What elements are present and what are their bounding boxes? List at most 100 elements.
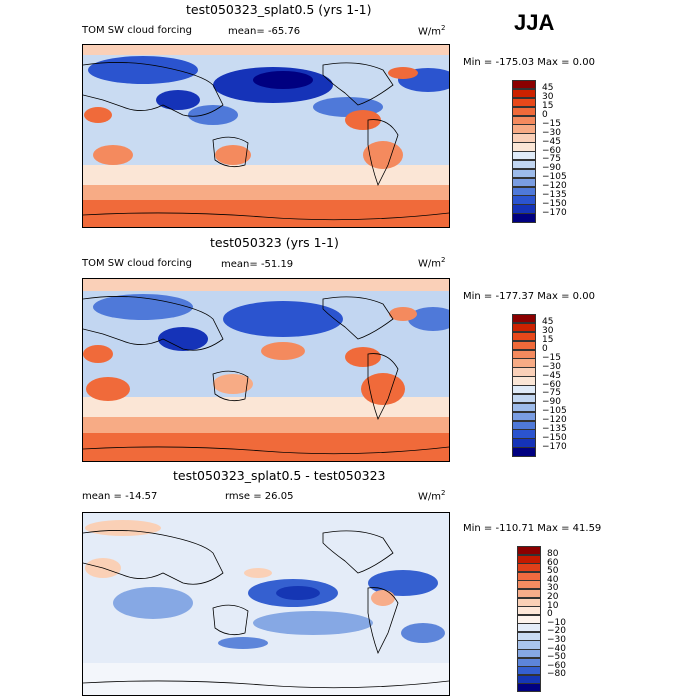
panel1-colorbar-swatch xyxy=(512,115,536,125)
panel2-australia-coast xyxy=(212,370,249,402)
panel1-australia-coast xyxy=(212,136,249,168)
panel2-colorbar-label: −150 xyxy=(542,432,567,443)
panel2-units-exp: 2 xyxy=(441,256,446,264)
panel3-australia-coast xyxy=(212,604,249,636)
panel3-peru-red xyxy=(371,590,395,606)
panel1-colorbar-swatch xyxy=(512,186,536,196)
panel3-colorbar-swatch xyxy=(517,631,541,641)
panel1-australia-red xyxy=(215,145,251,165)
panel1-colorbar-swatch xyxy=(512,213,536,223)
panel3-colorbar-label: 30 xyxy=(547,583,559,594)
panel2-colorbar-label: 45 xyxy=(542,317,554,328)
panel1-units-exp: 2 xyxy=(441,24,446,32)
panel3-map xyxy=(82,512,450,696)
panel2-colorbar-label: −15 xyxy=(542,352,561,363)
panel3-colorbar-label: −80 xyxy=(547,669,566,680)
panel2-peru-stratus xyxy=(345,347,381,367)
panel3-colorbar-swatch xyxy=(517,563,541,573)
panel1-colorbar-swatch xyxy=(512,80,536,90)
panel3-map-svg xyxy=(83,513,449,695)
panel2-colorbar-swatch xyxy=(512,402,536,413)
panel2-eurasia-coast xyxy=(83,296,224,351)
panel2-map xyxy=(82,278,450,462)
panel1-colorbar-swatch xyxy=(512,177,536,187)
panel3-colorbar-label: −40 xyxy=(547,643,566,654)
panel2-colorbar-label: −170 xyxy=(542,441,567,452)
panel2-canada-red xyxy=(389,307,417,321)
panel3-indian-blue xyxy=(113,587,193,619)
panel3-rmse-label: rmse = xyxy=(225,491,262,502)
panel2-colorbar: 45 30 15 0 −15 −30 −45 −60 −75 −90 −105 −120 −135 −15… xyxy=(512,314,592,457)
panel3-colorbar-label: 60 xyxy=(547,557,559,568)
panel2-colorbar-label: −45 xyxy=(542,370,561,381)
panel1-mean: mean= -65.76 xyxy=(228,27,300,37)
panel1-colorbar-label: −60 xyxy=(542,145,561,156)
panel1-warm-pool xyxy=(188,105,238,125)
panel2-natlantic-blue xyxy=(408,307,449,331)
panel1-colorbar-label: 15 xyxy=(542,101,554,112)
panel2-colorbar-swatch xyxy=(512,358,536,368)
panel1-colorbar-label: 45 xyxy=(542,83,554,94)
panel3-colorbar-label: −30 xyxy=(547,634,566,645)
panel2-map-svg xyxy=(83,279,449,461)
panel1-sahara-red xyxy=(84,107,112,123)
panel3-atlantic-blue xyxy=(368,570,438,596)
panel2-colorbar-swatch xyxy=(512,385,536,395)
panel2-colorbar-label: 0 xyxy=(542,344,548,354)
panel2-colorbar-swatch xyxy=(512,447,536,457)
panel1-minmax: Min = -175.03 Max = 0.00 xyxy=(463,57,595,68)
panel3-colorbar-swatch xyxy=(517,614,541,624)
panel3-colorbar-label: 40 xyxy=(547,574,559,585)
panel1-south-band xyxy=(83,185,449,200)
panel3-pacific-core xyxy=(276,586,320,600)
panel1-colorbar-swatch xyxy=(512,204,536,214)
panel2-siberia-blue xyxy=(93,294,193,320)
panel2-hawaii-red xyxy=(261,342,305,360)
panel2-colorbar-label: −75 xyxy=(542,388,561,399)
panel3-colorbar-swatch xyxy=(517,623,541,633)
panel1-asia-monsoon xyxy=(156,90,200,110)
panel3-colorbar-label: −10 xyxy=(547,617,566,628)
panel1-colorbar-label: −90 xyxy=(542,163,561,174)
panel1-title: test050323_splat0.5 (yrs 1-1) xyxy=(186,2,372,17)
panel3-colorbar-swatch xyxy=(517,640,541,650)
panel2-colorbar-label: −120 xyxy=(542,415,567,425)
panel1-colorbar-swatch xyxy=(512,168,536,179)
panel3-colorbar-swatch xyxy=(517,554,541,564)
panel1-canada-red xyxy=(388,67,418,79)
panel3-colorbar-label: 20 xyxy=(547,592,559,603)
panel2-south-band xyxy=(83,417,449,433)
panel1-mean-label: mean= xyxy=(228,26,265,37)
panel1-coastlines xyxy=(83,62,449,221)
panel3-colorbar-swatch xyxy=(517,580,541,590)
panel3-units-exp: 2 xyxy=(441,489,446,497)
panel3-colorbar-swatch xyxy=(517,597,541,607)
panel2-colorbar-swatch xyxy=(512,429,536,439)
panel1-namerica-coast xyxy=(322,62,394,106)
panel1-colorbar-swatch xyxy=(512,133,536,143)
panel1-field-label: TOM SW cloud forcing xyxy=(82,25,192,36)
panel3-colorbar-swatch xyxy=(517,649,541,659)
panel1-samerica-red xyxy=(363,141,403,169)
panel3-colorbar-label: 10 xyxy=(547,600,559,611)
panel2-colorbar-swatch xyxy=(512,349,536,359)
panel3-colorbar-swatch xyxy=(517,657,541,667)
panel1-antarctic-band xyxy=(83,200,449,227)
panel1-map-svg xyxy=(83,45,449,227)
panel1-colorbar-label: −135 xyxy=(542,189,567,200)
panel1-colorbar-label: 0 xyxy=(542,110,548,120)
panel1-map xyxy=(82,44,450,228)
panel2-colorbar-label: −90 xyxy=(542,397,561,408)
panel1-colorbar-swatch xyxy=(512,124,536,134)
panel2-colorbar-swatch xyxy=(512,322,536,333)
panel3-mean-label: mean = xyxy=(82,491,122,502)
panel3-eurasia-coast xyxy=(83,530,224,585)
panel1-colorbar-swatch xyxy=(512,88,536,99)
panel3-colorbar: 80 60 50 40 30 20 10 0 −10 −20 −30 −40 −50 −60 −80 xyxy=(517,546,597,693)
panel2-mean-label: mean= xyxy=(221,259,258,270)
panel3-colorbar-label: −50 xyxy=(547,652,566,663)
panel3-title: test050323_splat0.5 - test050323 xyxy=(173,468,386,483)
panel3-colorbar-swatch xyxy=(517,683,541,693)
panel2-colorbar-label: −30 xyxy=(542,361,561,372)
panel2-colorbar-swatch xyxy=(512,376,536,386)
